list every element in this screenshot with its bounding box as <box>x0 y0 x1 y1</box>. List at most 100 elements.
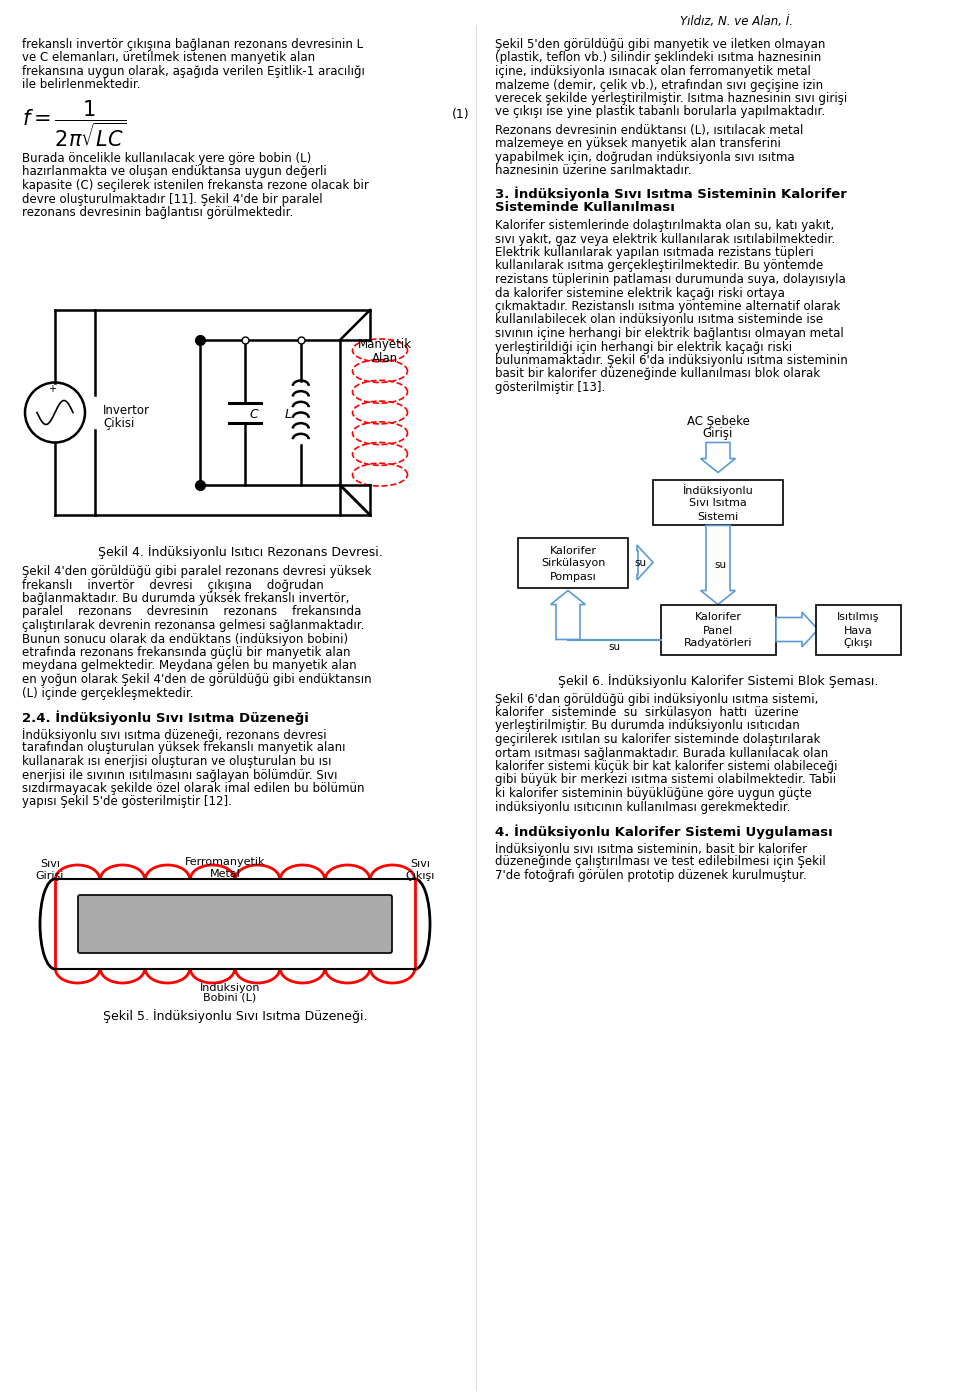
Text: +: + <box>48 385 56 395</box>
Text: sıvı yakıt, gaz veya elektrik kullanılarak ısıtılabilmektedir.: sıvı yakıt, gaz veya elektrik kullanılar… <box>495 232 835 245</box>
Text: ortam ısıtması sağlanmaktadır. Burada kullanılacak olan: ortam ısıtması sağlanmaktadır. Burada ku… <box>495 747 828 760</box>
Text: Şekil 4. İndüksiyonlu Isıtıcı Rezonans Devresi.: Şekil 4. İndüksiyonlu Isıtıcı Rezonans D… <box>98 546 382 560</box>
Text: su: su <box>635 557 647 568</box>
Text: ki kalorifer sisteminin büyüklüğüne göre uygun güçte: ki kalorifer sisteminin büyüklüğüne göre… <box>495 788 812 800</box>
Text: Radyatörleri: Radyatörleri <box>684 638 753 649</box>
Text: kalorifer  sisteminde  su  sirkülasyon  hattı  üzerine: kalorifer sisteminde su sirkülasyon hatt… <box>495 706 799 719</box>
Polygon shape <box>701 526 735 604</box>
Text: hazırlanmakta ve oluşan endüktansa uygun değerli: hazırlanmakta ve oluşan endüktansa uygun… <box>22 165 326 179</box>
Bar <box>653 480 783 525</box>
Text: Şekil 5. İndüksiyonlu Sıvı Isıtma Düzeneği.: Şekil 5. İndüksiyonlu Sıvı Isıtma Düzene… <box>103 1009 368 1023</box>
Text: su: su <box>609 642 620 652</box>
Text: verecek şekilde yerleştirilmiştir. Isıtma haznesinin sıvı girişi: verecek şekilde yerleştirilmiştir. Isıtm… <box>495 92 848 105</box>
Text: kullanılarak ısıtma gerçekleştirilmektedir. Bu yöntemde: kullanılarak ısıtma gerçekleştirilmekted… <box>495 259 824 273</box>
Text: Pompası: Pompası <box>550 572 596 582</box>
Text: frekanslı invertör çıkışına bağlanan rezonans devresinin L: frekanslı invertör çıkışına bağlanan rez… <box>22 38 363 50</box>
Text: Sirkülasyon: Sirkülasyon <box>540 558 605 568</box>
Text: Invertor: Invertor <box>103 404 150 417</box>
Text: en yoğun olarak Şekil 4'den de görüldüğü gibi endüktansın: en yoğun olarak Şekil 4'den de görüldüğü… <box>22 673 372 686</box>
Text: Kalorifer: Kalorifer <box>549 546 596 555</box>
Text: Manyetik: Manyetik <box>358 339 412 351</box>
Text: (L) içinde gerçekleşmektedir.: (L) içinde gerçekleşmektedir. <box>22 687 194 700</box>
FancyBboxPatch shape <box>78 895 392 953</box>
Text: Şekil 4'den görüldüğü gibi paralel rezonans devresi yüksek: Şekil 4'den görüldüğü gibi paralel rezon… <box>22 565 372 578</box>
Text: etrafında rezonans frekansında güçlü bir manyetik alan: etrafında rezonans frekansında güçlü bir… <box>22 646 350 659</box>
Text: çalıştırılarak devrenin rezonansa gelmesi sağlanmaktadır.: çalıştırılarak devrenin rezonansa gelmes… <box>22 618 365 632</box>
Text: (1): (1) <box>452 108 469 120</box>
Text: İndüksiyonlu: İndüksiyonlu <box>683 484 754 497</box>
Text: frekanslı    invertör    devresi    çıkışına    doğrudan: frekanslı invertör devresi çıkışına doğr… <box>22 579 324 592</box>
Text: Alan: Alan <box>372 353 398 365</box>
Text: L: L <box>285 407 292 421</box>
Text: 3. İndüksiyonla Sıvı Isıtma Sisteminin Kalorifer: 3. İndüksiyonla Sıvı Isıtma Sisteminin K… <box>495 186 847 200</box>
Text: meydana gelmektedir. Meydana gelen bu manyetik alan: meydana gelmektedir. Meydana gelen bu ma… <box>22 659 356 673</box>
Text: ile belirlenmektedir.: ile belirlenmektedir. <box>22 78 140 91</box>
Text: $f = \dfrac{1}{2\pi\sqrt{LC}}$: $f = \dfrac{1}{2\pi\sqrt{LC}}$ <box>22 98 127 148</box>
Text: ve C elemanları, üretilmek istenen manyetik alan: ve C elemanları, üretilmek istenen manye… <box>22 52 315 64</box>
Bar <box>518 537 628 588</box>
Text: basit bir kalorifer düzeneğinde kullanılması blok olarak: basit bir kalorifer düzeneğinde kullanıl… <box>495 368 820 381</box>
Text: Isıtılmış: Isıtılmış <box>837 613 879 623</box>
Text: paralel    rezonans    devresinin    rezonans    frekansında: paralel rezonans devresinin rezonans fre… <box>22 606 361 618</box>
Polygon shape <box>637 546 653 581</box>
Text: içine, indüksiyonla ısınacak olan ferromanyetik metal: içine, indüksiyonla ısınacak olan ferrom… <box>495 64 811 78</box>
Text: Panel: Panel <box>703 625 733 635</box>
Text: C: C <box>250 407 258 421</box>
Text: Bunun sonucu olarak da endüktans (indüksiyon bobini): Bunun sonucu olarak da endüktans (indüks… <box>22 632 348 645</box>
Text: indüksiyonlu ısıtıcının kullanılması gerekmektedir.: indüksiyonlu ısıtıcının kullanılması ger… <box>495 800 790 813</box>
Text: rezonans devresinin bağlantısı görülmektedir.: rezonans devresinin bağlantısı görülmekt… <box>22 206 293 220</box>
Text: yapabilmek için, doğrudan indüksiyonla sıvı ısıtma: yapabilmek için, doğrudan indüksiyonla s… <box>495 151 795 164</box>
Text: gibi büyük bir merkezi ısıtma sistemi olabilmektedir. Tabii: gibi büyük bir merkezi ısıtma sistemi ol… <box>495 774 836 786</box>
Text: 7'de fotoğrafı görülen prototip düzenek kurulmuştur.: 7'de fotoğrafı görülen prototip düzenek … <box>495 869 806 881</box>
Text: Ferromanyetik: Ferromanyetik <box>184 858 265 867</box>
Text: Sıvı: Sıvı <box>40 859 60 869</box>
Text: İndüksiyonlu sıvı ısıtma sisteminin, basit bir kalorifer: İndüksiyonlu sıvı ısıtma sisteminin, bas… <box>495 842 807 856</box>
Text: Bobini (L): Bobini (L) <box>204 992 256 1002</box>
Polygon shape <box>701 442 735 473</box>
Text: sıvının içine herhangi bir elektrik bağlantısı olmayan metal: sıvının içine herhangi bir elektrik bağl… <box>495 327 844 340</box>
Text: Şekil 6. İndüksiyonlu Kalorifer Sistemi Blok Şeması.: Şekil 6. İndüksiyonlu Kalorifer Sistemi … <box>558 674 878 688</box>
Text: malzeme (demir, çelik vb.), etrafından sıvı geçişine izin: malzeme (demir, çelik vb.), etrafından s… <box>495 78 823 91</box>
Text: Sisteminde Kullanılması: Sisteminde Kullanılması <box>495 201 675 214</box>
Text: haznesinin üzerine sarılmaktadır.: haznesinin üzerine sarılmaktadır. <box>495 165 691 178</box>
Text: kullanılabilecek olan indüksiyonlu ısıtma sisteminde ise: kullanılabilecek olan indüksiyonlu ısıtm… <box>495 313 823 326</box>
Text: Çikisi: Çikisi <box>103 417 134 431</box>
Text: devre oluşturulmaktadır [11]. Şekil 4'de bir paralel: devre oluşturulmaktadır [11]. Şekil 4'de… <box>22 193 323 206</box>
Text: geçirilerek ısıtılan su kalorifer sisteminde dolaştırılarak: geçirilerek ısıtılan su kalorifer sistem… <box>495 733 821 746</box>
Text: sızdırmayacak şekilde özel olarak imal edilen bu bölümün: sızdırmayacak şekilde özel olarak imal e… <box>22 782 365 795</box>
Text: yerleştirildiği için herhangi bir elektrik kaçağı riski: yerleştirildiği için herhangi bir elektr… <box>495 340 792 354</box>
Text: bulunmamaktadır. Şekil 6'da indüksiyonlu ısıtma sisteminin: bulunmamaktadır. Şekil 6'da indüksiyonlu… <box>495 354 848 367</box>
Text: ve çıkışı ise yine plastik tabanlı borularla yapılmaktadır.: ve çıkışı ise yine plastik tabanlı borul… <box>495 105 826 119</box>
Text: İndüksiyon: İndüksiyon <box>200 981 260 993</box>
Text: İndüksiyonlu sıvı ısıtma düzeneği, rezonans devresi: İndüksiyonlu sıvı ısıtma düzeneği, rezon… <box>22 727 326 741</box>
Text: yerleştirilmiştir. Bu durumda indüksiyonlu ısıtıcıdan: yerleştirilmiştir. Bu durumda indüksiyon… <box>495 719 800 733</box>
Text: frekansına uygun olarak, aşağıda verilen Eşitlik-1 aracılığı: frekansına uygun olarak, aşağıda verilen… <box>22 64 365 78</box>
Text: da kalorifer sistemine elektrik kaçağı riski ortaya: da kalorifer sistemine elektrik kaçağı r… <box>495 287 785 299</box>
Text: (plastik, teflon vb.) silindir şeklindeki ısıtma haznesinin: (plastik, teflon vb.) silindir şeklindek… <box>495 52 821 64</box>
Text: Girişi: Girişi <box>703 428 733 441</box>
Text: Yıldız, N. ve Alan, İ.: Yıldız, N. ve Alan, İ. <box>680 15 793 28</box>
Text: kapasite (C) seçilerek istenilen frekansta rezone olacak bir: kapasite (C) seçilerek istenilen frekans… <box>22 179 369 192</box>
Text: malzemeye en yüksek manyetik alan transferini: malzemeye en yüksek manyetik alan transf… <box>495 137 780 151</box>
Text: Çıkışı: Çıkışı <box>843 638 873 649</box>
Text: çıkmaktadır. Rezistanslı ısıtma yöntemine alternatif olarak: çıkmaktadır. Rezistanslı ısıtma yöntemin… <box>495 299 840 313</box>
Text: kalorifer sistemi küçük bir kat kalorifer sistemi olabileceği: kalorifer sistemi küçük bir kat kalorife… <box>495 760 837 774</box>
Text: enerjisi ile sıvının ısıtılmasını sağlayan bölümdür. Sıvı: enerjisi ile sıvının ısıtılmasını sağlay… <box>22 768 338 782</box>
Text: Şekil 5'den görüldüğü gibi manyetik ve iletken olmayan: Şekil 5'den görüldüğü gibi manyetik ve i… <box>495 38 826 50</box>
Polygon shape <box>776 613 818 646</box>
Text: yapısı Şekil 5'de gösterilmiştir [12].: yapısı Şekil 5'de gösterilmiştir [12]. <box>22 796 232 809</box>
Text: düzeneğinde çalıştırılması ve test edilebilmesi için Şekil: düzeneğinde çalıştırılması ve test edile… <box>495 856 826 869</box>
Text: kullanarak ısı enerjisi oluşturan ve oluşturulan bu ısı: kullanarak ısı enerjisi oluşturan ve olu… <box>22 755 331 768</box>
Text: gösterilmiştir [13].: gösterilmiştir [13]. <box>495 381 605 395</box>
Text: Kalorifer: Kalorifer <box>694 613 741 623</box>
Bar <box>660 604 776 655</box>
Text: Girişi: Girişi <box>36 872 64 881</box>
Text: Rezonans devresinin endüktansı (L), ısıtılacak metal: Rezonans devresinin endüktansı (L), ısıt… <box>495 125 804 137</box>
Text: Sıvı Isıtma: Sıvı Isıtma <box>689 498 747 508</box>
Text: rezistans tüplerinin patlaması durumunda suya, dolayısıyla: rezistans tüplerinin patlaması durumunda… <box>495 273 846 285</box>
Text: Elektrik kullanılarak yapılan ısıtmada rezistans tüpleri: Elektrik kullanılarak yapılan ısıtmada r… <box>495 246 814 259</box>
Text: Hava: Hava <box>844 625 873 635</box>
Bar <box>815 604 900 655</box>
Text: su: su <box>714 560 726 569</box>
Polygon shape <box>551 590 586 639</box>
